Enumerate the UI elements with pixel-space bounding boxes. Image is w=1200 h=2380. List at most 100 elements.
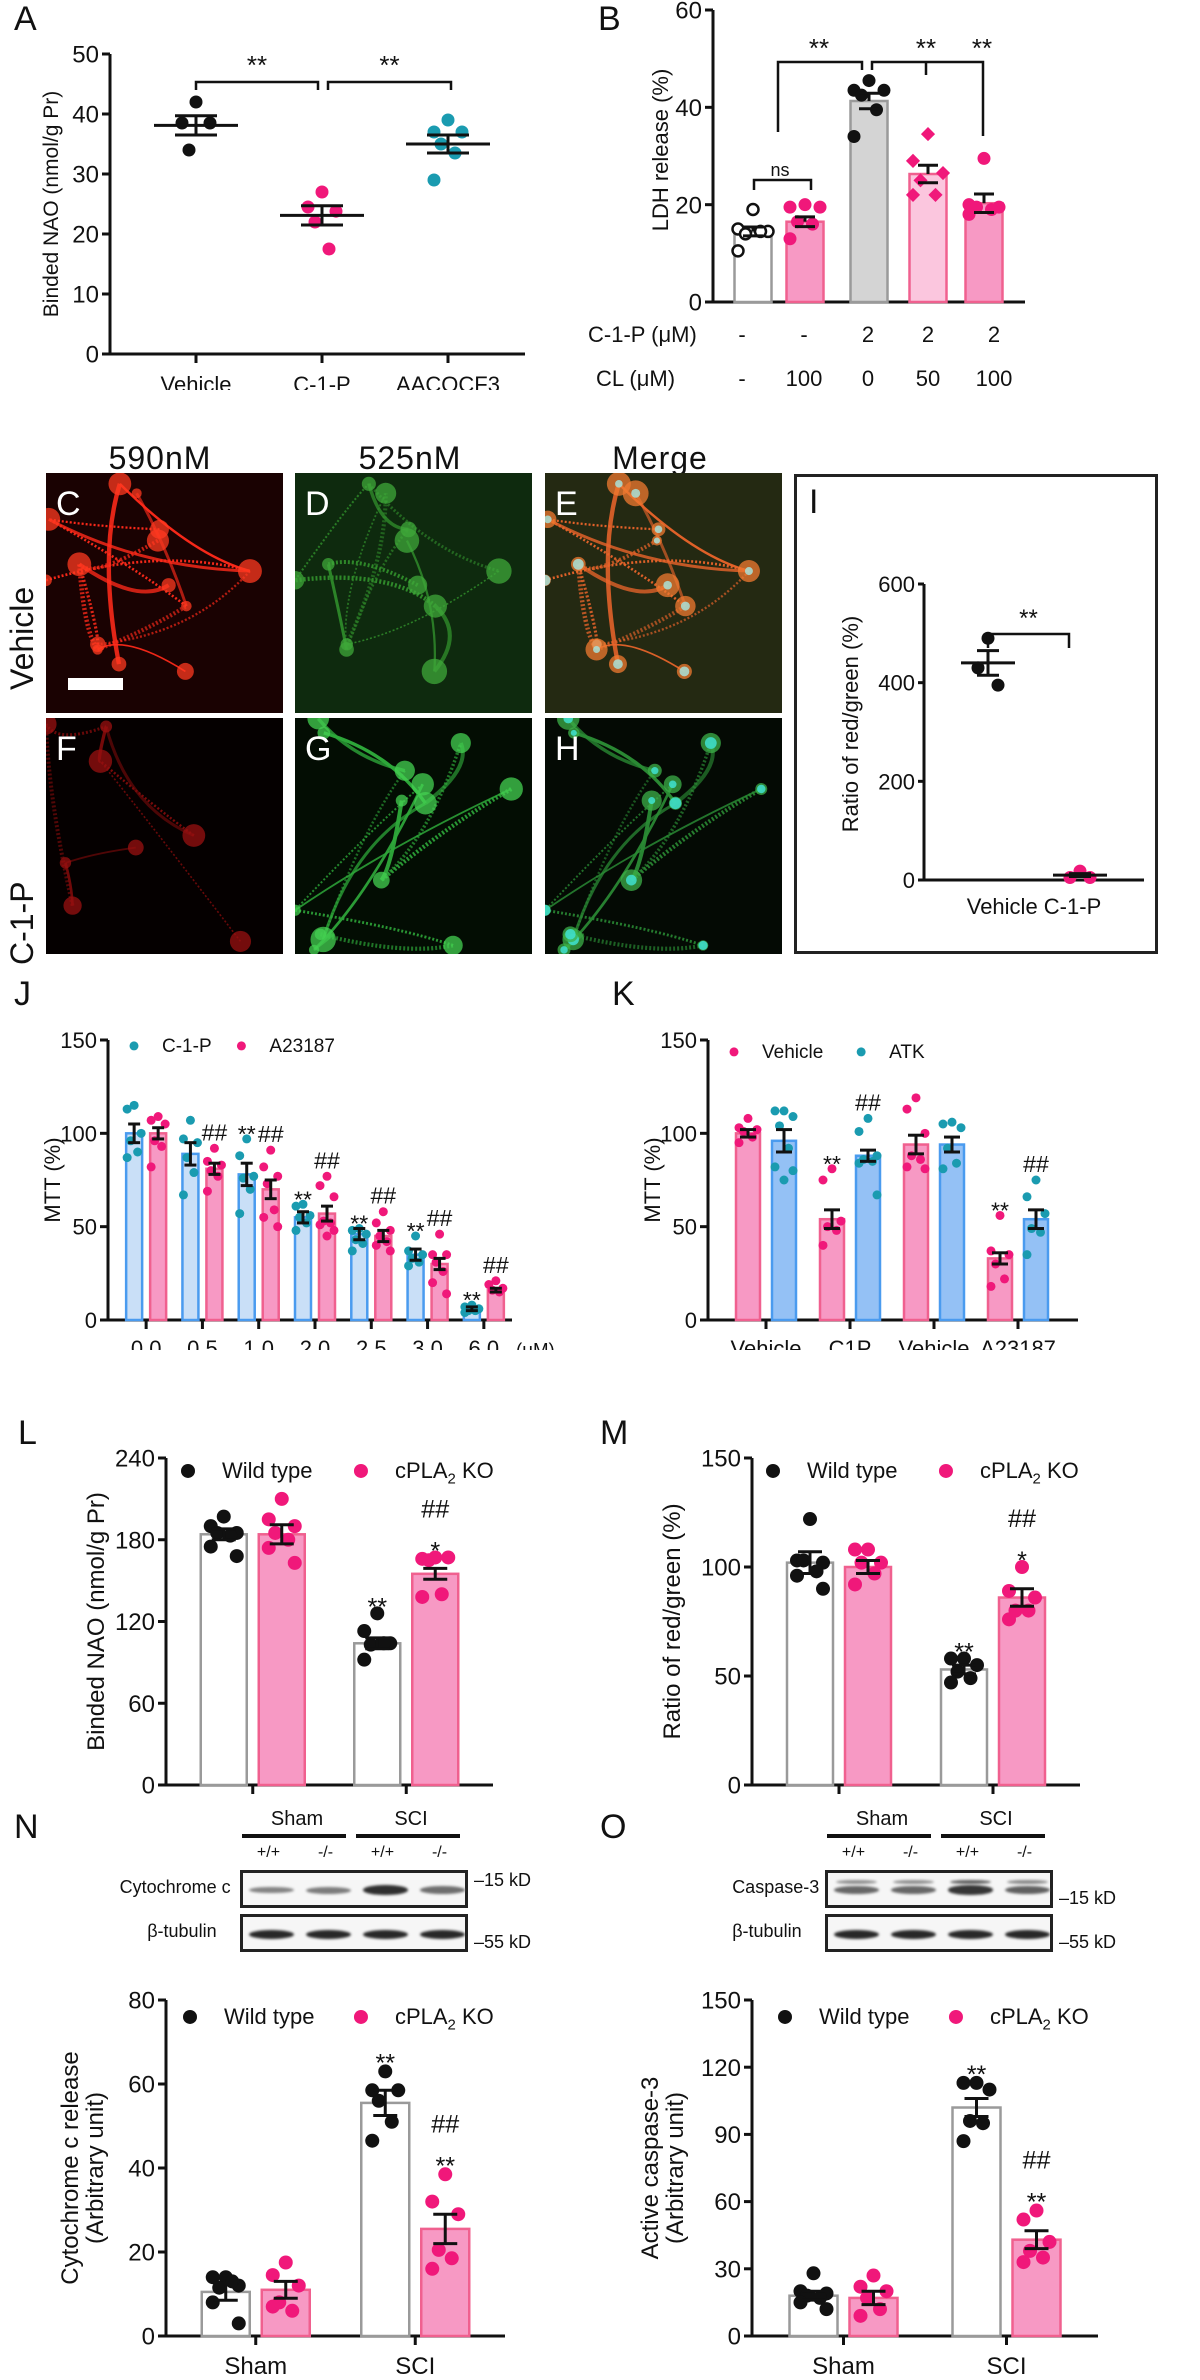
- significance-label: *: [430, 1537, 440, 1565]
- column-header-590nm: 590nM: [108, 440, 212, 476]
- data-point: [1022, 1250, 1032, 1260]
- data-point: [861, 1542, 875, 1557]
- data-point: [853, 2308, 868, 2323]
- blot-band: [893, 1880, 934, 1884]
- y-tick-label: 50: [72, 42, 99, 69]
- condition-value: 2: [862, 322, 874, 347]
- data-point: [969, 2075, 984, 2090]
- blot-group-label: SCI: [979, 1808, 1013, 1830]
- legend-label: ATK: [889, 1042, 925, 1063]
- blot-band: [891, 1929, 936, 1939]
- x-tick-label: SCI: [395, 2353, 435, 2380]
- x-tick-label: 0.5: [187, 1336, 218, 1350]
- legend-label: Wild type: [819, 2004, 909, 2029]
- data-point: [269, 1205, 279, 1215]
- significance-label: **: [991, 1197, 1009, 1223]
- data-point: [122, 1153, 132, 1163]
- significance-label: ##: [314, 1147, 340, 1173]
- x-tick-label: SCI: [986, 2353, 1026, 2380]
- data-point: [357, 1624, 372, 1639]
- significance-label: ##: [370, 1183, 396, 1209]
- data-point: [425, 2194, 440, 2209]
- panel-letter-g: G: [305, 730, 332, 768]
- blot-group-label: Sham: [855, 1808, 909, 1830]
- data-point: [976, 2116, 990, 2131]
- significance-label: ##: [1022, 2147, 1050, 2175]
- y-axis-label: Active caspase-3(Arbitrary unit): [637, 2077, 689, 2260]
- y-tick-label: 0: [685, 1308, 697, 1333]
- data-point: [291, 1225, 301, 1235]
- data-point: [863, 1113, 873, 1123]
- y-tick-label: 40: [675, 95, 702, 122]
- data-point: [209, 1143, 219, 1153]
- data-point: [911, 1093, 921, 1103]
- data-point: [434, 1587, 449, 1602]
- data-point: [411, 1231, 421, 1241]
- legend-marker: [353, 1463, 368, 1478]
- significance-label: **: [247, 50, 267, 80]
- data-point: [261, 1512, 276, 1527]
- blot-group-line: [242, 1834, 346, 1838]
- bar: [951, 2106, 1002, 2338]
- condition-value: -: [738, 366, 745, 391]
- data-point: [278, 2255, 293, 2270]
- y-tick-label: 100: [701, 1555, 741, 1582]
- data-point: [779, 1175, 789, 1185]
- y-tick-label: 10: [72, 282, 99, 309]
- legend-label: cPLA2 KO: [980, 1458, 1079, 1488]
- significance-label: **: [463, 1287, 481, 1313]
- data-point: [902, 1162, 912, 1172]
- legend-label: A23187: [269, 1036, 335, 1057]
- data-point: [879, 2284, 894, 2299]
- y-tick-label: 80: [128, 1988, 155, 2015]
- data-point: [285, 2303, 300, 2318]
- data-point: [770, 1162, 780, 1172]
- y-tick-label: 120: [115, 1609, 155, 1636]
- y-tick-label: 20: [72, 222, 99, 249]
- significance-label: ns: [770, 160, 789, 180]
- y-tick-label: 0: [86, 342, 99, 369]
- significance-label: ##: [427, 1205, 453, 1231]
- y-tick-label: 200: [878, 769, 915, 794]
- chart-i-frame: I: [794, 474, 1158, 954]
- data-point: [385, 1225, 395, 1235]
- x-tick-label: 6.0: [469, 1336, 500, 1350]
- bar: [733, 230, 773, 304]
- y-tick-label: 20: [675, 192, 702, 219]
- data-point: [956, 1123, 966, 1133]
- significance-label: ##: [431, 2110, 459, 2138]
- data-point: [371, 1218, 381, 1228]
- chart-o-caspase-3: 0 30 60 90 120 150 Active caspase-3(Arbitrary …: [637, 1988, 1098, 2380]
- blot-band: [948, 1885, 993, 1895]
- blot-row-label: β-tubulin: [147, 1921, 217, 1941]
- chart-n-cytochrome-c: 0 20 40 60 80 Cytochrome c release(Arbitrary …: [57, 1988, 505, 2380]
- blot-group-label: SCI: [394, 1808, 428, 1830]
- data-point: [376, 1636, 391, 1651]
- data-point: [743, 1113, 753, 1123]
- significance-label: **: [1019, 605, 1038, 632]
- data-point: [866, 2268, 881, 2283]
- data-point: [329, 1225, 339, 1235]
- blot-band: [891, 1886, 936, 1894]
- blot-kd-marker: –55 kD: [1059, 1932, 1117, 1952]
- legend-label: Wild type: [224, 2004, 314, 2029]
- blot-band: [1007, 1880, 1048, 1884]
- data-point: [1029, 2203, 1044, 2218]
- significance-label: ##: [483, 1252, 509, 1278]
- data-point: [444, 2251, 459, 2266]
- bar: [420, 2227, 471, 2338]
- condition-value: 2: [922, 322, 934, 347]
- blot-band: [834, 1929, 879, 1939]
- bar: [902, 1143, 930, 1322]
- panel-letter-b: B: [598, 0, 621, 38]
- data-point: [146, 1115, 156, 1125]
- data-point: [790, 1568, 804, 1583]
- blot-lane-label: -/-: [431, 1844, 448, 1861]
- data-point: [175, 116, 189, 130]
- micrograph-d-vehicle-525nm: D: [295, 473, 532, 713]
- bar: [148, 1132, 168, 1322]
- data-point: [734, 1138, 744, 1148]
